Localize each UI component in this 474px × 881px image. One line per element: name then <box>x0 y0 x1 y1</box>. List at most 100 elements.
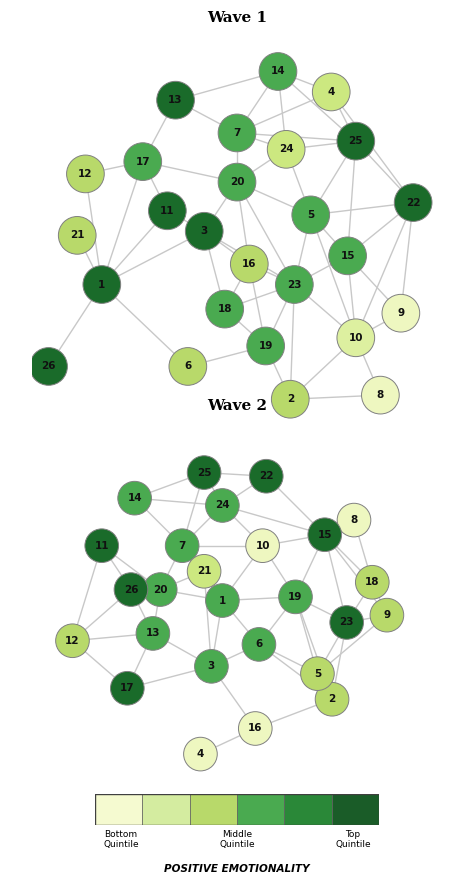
FancyBboxPatch shape <box>284 794 332 825</box>
Circle shape <box>267 130 305 168</box>
Text: 19: 19 <box>288 592 303 602</box>
Circle shape <box>394 184 432 221</box>
Text: 9: 9 <box>397 308 404 318</box>
Circle shape <box>206 584 239 618</box>
Text: 19: 19 <box>258 341 273 351</box>
Circle shape <box>230 245 268 283</box>
Text: POSITIVE EMOTIONALITY: POSITIVE EMOTIONALITY <box>164 864 310 874</box>
Text: 4: 4 <box>197 749 204 759</box>
Circle shape <box>337 503 371 537</box>
Text: 24: 24 <box>215 500 230 510</box>
Text: 21: 21 <box>197 566 211 576</box>
Circle shape <box>136 617 170 650</box>
Circle shape <box>195 649 228 683</box>
Circle shape <box>124 143 162 181</box>
Text: 5: 5 <box>314 669 321 678</box>
Circle shape <box>218 115 256 152</box>
Circle shape <box>247 327 284 365</box>
Text: Top
Quintile: Top Quintile <box>335 830 371 849</box>
Circle shape <box>312 73 350 111</box>
Circle shape <box>110 671 144 705</box>
Circle shape <box>30 348 67 385</box>
Text: 20: 20 <box>230 177 244 187</box>
Circle shape <box>83 266 121 303</box>
Circle shape <box>218 163 256 201</box>
Text: 11: 11 <box>94 541 109 551</box>
Text: 8: 8 <box>377 390 384 400</box>
Circle shape <box>275 266 313 303</box>
Text: 1: 1 <box>219 596 226 605</box>
Text: 21: 21 <box>70 230 84 241</box>
Circle shape <box>148 192 186 230</box>
Circle shape <box>118 481 152 515</box>
Circle shape <box>337 122 374 160</box>
FancyBboxPatch shape <box>190 794 237 825</box>
Circle shape <box>187 455 221 489</box>
Circle shape <box>55 624 89 657</box>
Circle shape <box>206 489 239 522</box>
Text: 22: 22 <box>406 197 420 208</box>
Circle shape <box>66 155 104 193</box>
Text: 1: 1 <box>98 279 105 290</box>
Text: 17: 17 <box>120 684 135 693</box>
Circle shape <box>246 529 279 562</box>
Text: 15: 15 <box>318 529 332 540</box>
FancyBboxPatch shape <box>95 794 142 825</box>
Text: 16: 16 <box>248 723 263 734</box>
Text: 4: 4 <box>328 87 335 97</box>
Circle shape <box>238 712 272 745</box>
Circle shape <box>279 580 312 614</box>
Text: 15: 15 <box>340 251 355 261</box>
Circle shape <box>249 459 283 493</box>
Circle shape <box>187 554 221 589</box>
Text: 9: 9 <box>383 611 391 620</box>
Text: 8: 8 <box>350 515 357 525</box>
Circle shape <box>144 573 177 606</box>
Circle shape <box>242 627 276 662</box>
Text: 18: 18 <box>218 304 232 315</box>
Text: 26: 26 <box>124 585 138 595</box>
Circle shape <box>169 348 207 385</box>
Circle shape <box>362 376 399 414</box>
Text: 20: 20 <box>153 585 167 595</box>
Circle shape <box>259 53 297 91</box>
Text: 23: 23 <box>339 618 354 627</box>
Title: Wave 1: Wave 1 <box>207 11 267 26</box>
Text: 17: 17 <box>136 157 150 167</box>
Text: 3: 3 <box>208 662 215 671</box>
Text: 13: 13 <box>146 628 160 639</box>
FancyBboxPatch shape <box>332 794 379 825</box>
Text: 13: 13 <box>168 95 183 105</box>
FancyBboxPatch shape <box>237 794 284 825</box>
FancyBboxPatch shape <box>142 794 190 825</box>
Circle shape <box>272 381 309 418</box>
Circle shape <box>370 598 404 632</box>
Circle shape <box>301 657 334 691</box>
Text: 2: 2 <box>328 694 336 704</box>
Text: 26: 26 <box>41 361 56 372</box>
Text: Bottom
Quintile: Bottom Quintile <box>103 830 139 849</box>
Text: 22: 22 <box>259 471 273 481</box>
Text: 12: 12 <box>78 169 93 179</box>
Text: 14: 14 <box>128 493 142 503</box>
Circle shape <box>337 319 374 357</box>
Circle shape <box>206 290 244 328</box>
Text: 6: 6 <box>184 361 191 372</box>
Circle shape <box>165 529 199 562</box>
Circle shape <box>85 529 118 562</box>
Text: 10: 10 <box>348 333 363 343</box>
Circle shape <box>114 573 148 606</box>
Circle shape <box>315 683 349 716</box>
Text: 10: 10 <box>255 541 270 551</box>
Circle shape <box>183 737 217 771</box>
Title: Wave 2: Wave 2 <box>207 399 267 413</box>
Circle shape <box>292 196 329 233</box>
Text: 11: 11 <box>160 206 174 216</box>
Text: 25: 25 <box>197 468 211 478</box>
Circle shape <box>185 212 223 250</box>
Text: Middle
Quintile: Middle Quintile <box>219 830 255 849</box>
Text: 23: 23 <box>287 279 301 290</box>
Text: 18: 18 <box>365 577 380 588</box>
Text: 5: 5 <box>307 210 314 220</box>
Text: 6: 6 <box>255 640 263 649</box>
